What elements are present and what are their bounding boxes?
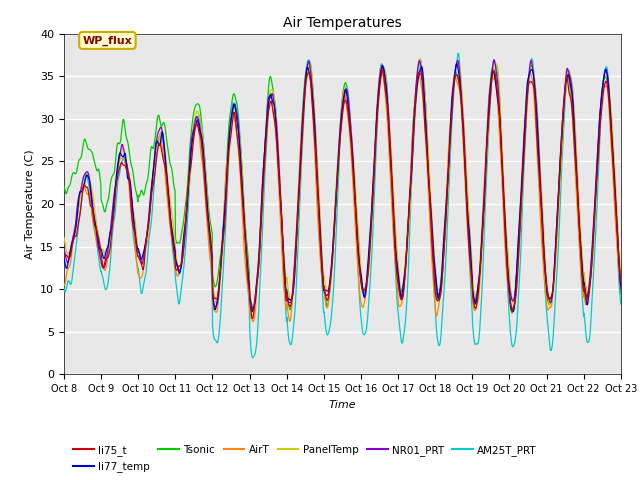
Title: Air Temperatures: Air Temperatures xyxy=(283,16,402,30)
X-axis label: Time: Time xyxy=(328,400,356,409)
Text: WP_flux: WP_flux xyxy=(83,36,132,46)
Legend: li75_t, li77_temp, Tsonic, AirT, PanelTemp, NR01_PRT, AM25T_PRT: li75_t, li77_temp, Tsonic, AirT, PanelTe… xyxy=(69,441,541,476)
Y-axis label: Air Temperature (C): Air Temperature (C) xyxy=(24,149,35,259)
